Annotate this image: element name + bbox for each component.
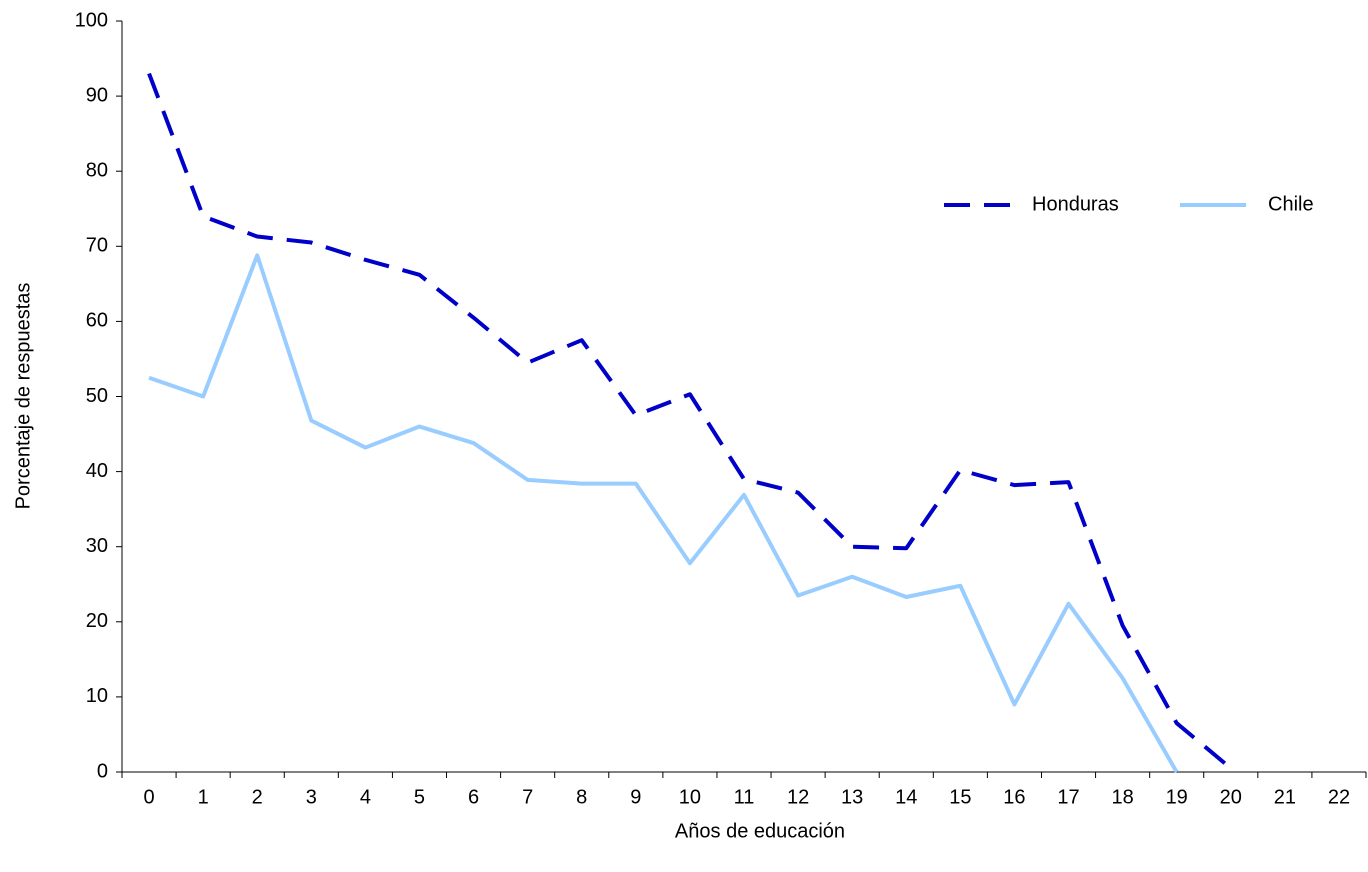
line-series	[148, 253, 1179, 773]
x-tick-label: 5	[414, 786, 425, 808]
legend-label: Honduras	[1032, 193, 1119, 215]
y-tick-label: 90	[86, 84, 108, 106]
x-tick-label: 7	[522, 786, 533, 808]
y-tick-label: 20	[86, 610, 108, 632]
x-tick-label: 21	[1274, 786, 1296, 808]
y-tick-label: 40	[86, 460, 108, 482]
x-tick-label: 15	[949, 786, 971, 808]
legend-label: Chile	[1268, 193, 1314, 215]
y-tick-label: 0	[97, 760, 108, 782]
x-tick-label: 19	[1166, 786, 1188, 808]
x-tick-label: 3	[306, 786, 317, 808]
y-tick-label: 100	[75, 9, 108, 31]
y-tick-label: 80	[86, 159, 108, 181]
y-axis-title: Porcentaje de respuestas	[12, 283, 34, 510]
y-tick-label: 50	[86, 385, 108, 407]
x-tick-label: 17	[1057, 786, 1079, 808]
x-tick-label: 14	[895, 786, 917, 808]
x-axis-title: Años de educación	[675, 820, 845, 842]
y-tick-label: 30	[86, 535, 108, 557]
x-tick-label: 10	[679, 786, 701, 808]
x-tick-label: 1	[198, 786, 209, 808]
x-tick-label: 16	[1003, 786, 1025, 808]
x-tick-label: 8	[576, 786, 587, 808]
x-tick-label: 22	[1328, 786, 1350, 808]
x-tick-label: 13	[841, 786, 863, 808]
x-tick-label: 18	[1111, 786, 1133, 808]
x-tick-label: 12	[787, 786, 809, 808]
x-tick-label: 11	[734, 786, 755, 808]
x-tick-label: 6	[468, 786, 479, 808]
y-tick-label: 10	[86, 685, 108, 707]
x-tick-label: 20	[1220, 786, 1242, 808]
line-series	[147, 72, 1233, 770]
x-tick-label: 9	[630, 786, 641, 808]
x-tick-label: 0	[143, 786, 154, 808]
x-tick-label: 2	[252, 786, 263, 808]
y-tick-label: 70	[86, 235, 108, 257]
y-tick-label: 60	[86, 310, 108, 332]
x-tick-label: 4	[360, 786, 371, 808]
